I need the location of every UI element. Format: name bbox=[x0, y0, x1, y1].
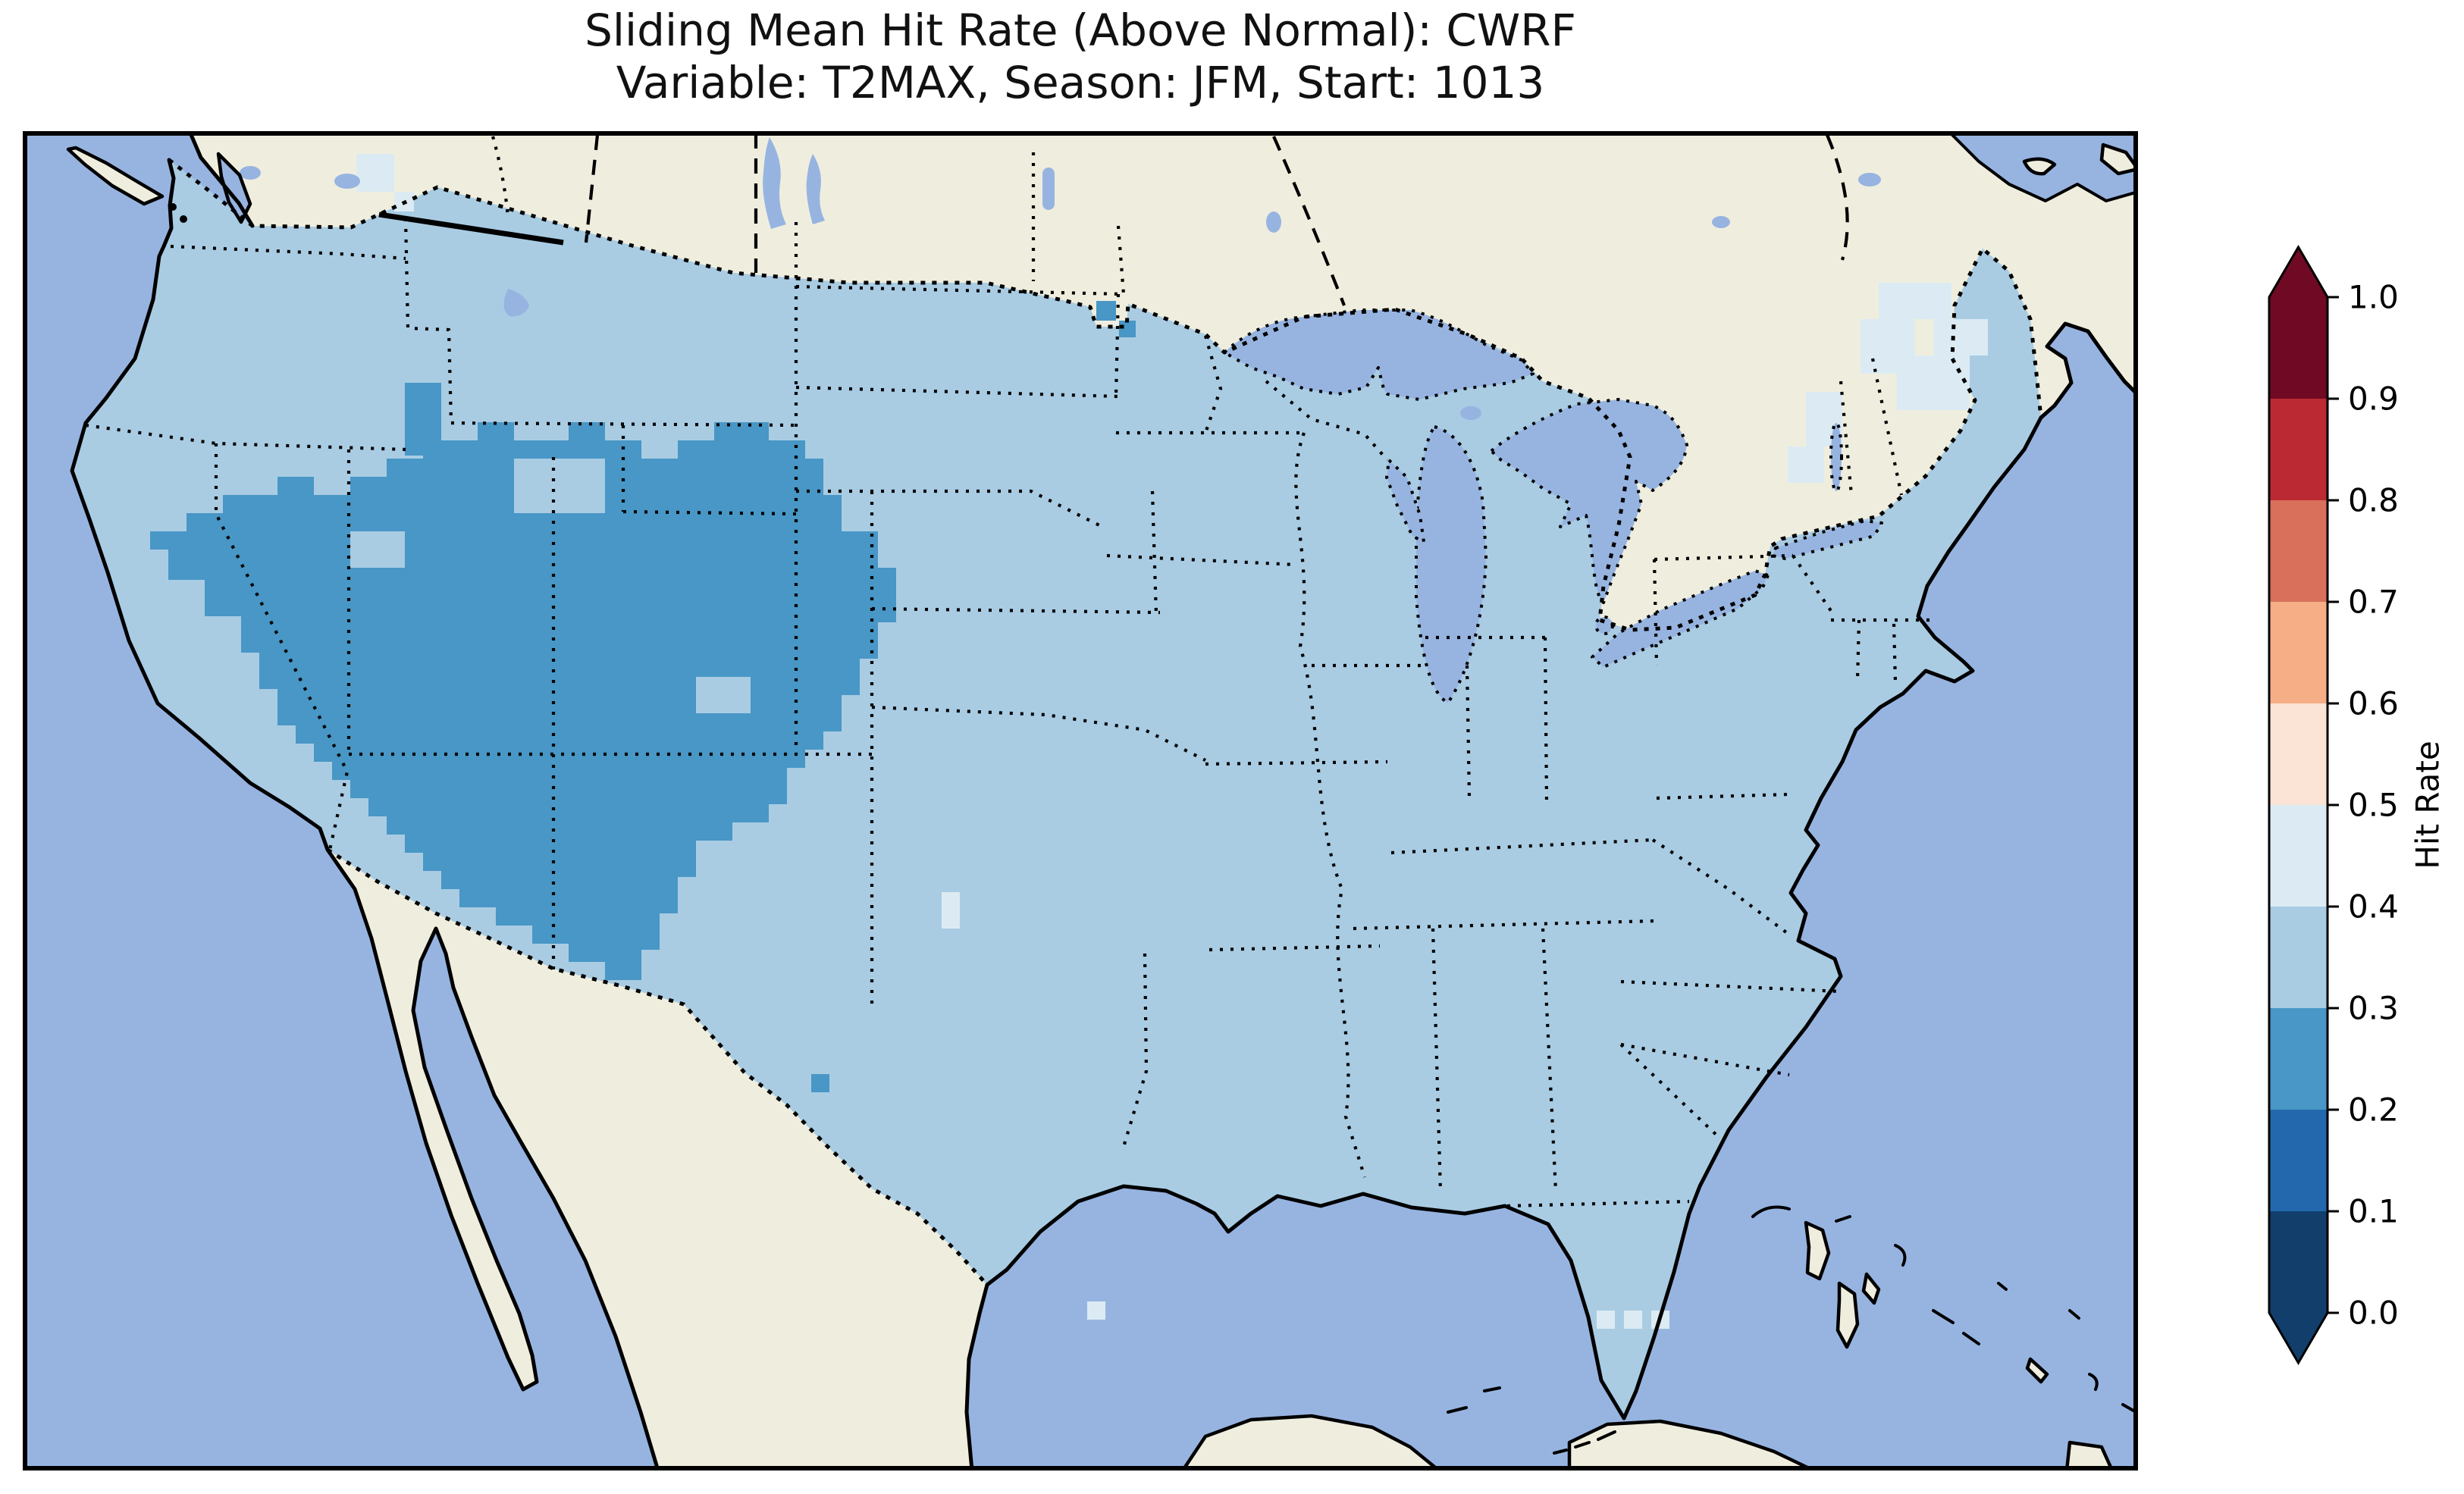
colorbar-tick-label: 0.8 bbox=[2348, 482, 2399, 519]
lake-superior bbox=[1223, 309, 1535, 401]
gulf-of-st-lawrence-coast bbox=[1947, 131, 2138, 202]
colorbar-tick-label: 0.1 bbox=[2348, 1193, 2399, 1230]
us-mexico-border bbox=[326, 847, 989, 1286]
new-brunswick-nova-scotia-coast bbox=[2039, 321, 2138, 420]
yucatan-islets bbox=[1447, 1386, 1501, 1414]
colorbar-bin bbox=[2269, 1110, 2328, 1211]
colorbar-over-arrow bbox=[2269, 247, 2328, 297]
lake-ontario bbox=[1771, 519, 1883, 560]
colorbar-bin bbox=[2269, 399, 2328, 500]
colorbar-tick-label: 0.4 bbox=[2348, 888, 2399, 926]
canadian-province-boundaries bbox=[491, 133, 1849, 306]
map-canvas bbox=[23, 131, 2138, 1471]
lake-champlain bbox=[1829, 421, 1843, 493]
hispaniola-island bbox=[2064, 1440, 2114, 1471]
colorbar-tick-label: 0.2 bbox=[2348, 1092, 2399, 1129]
lake-michigan bbox=[1415, 425, 1487, 704]
green-bay bbox=[1385, 459, 1425, 543]
colorbar-bin bbox=[2269, 602, 2328, 703]
prince-edward-island bbox=[2022, 157, 2057, 176]
pacific-coastline bbox=[70, 244, 660, 1471]
colorbar-bin bbox=[2269, 907, 2328, 1008]
colorbar-bin bbox=[2269, 1211, 2328, 1313]
colorbar: 1.0 0.9 0.8 0.7 0.6 0.5 0.4 0.3 0.2 0.1 0.0 Hit Rat… bbox=[2240, 227, 2464, 1410]
puget-sound bbox=[216, 152, 252, 224]
colorbar-under-arrow bbox=[2269, 1313, 2328, 1363]
international-borders bbox=[168, 158, 2043, 1286]
vancouver-island bbox=[66, 146, 165, 206]
colorbar-tick-label: 0.7 bbox=[2348, 584, 2399, 621]
figure-title: Sliding Mean Hit Rate (Above Normal): CW… bbox=[23, 5, 2138, 109]
canadian-lakes bbox=[240, 137, 1881, 420]
state-boundaries bbox=[85, 218, 1933, 1208]
colorbar-bin bbox=[2269, 703, 2328, 805]
lake-erie bbox=[1591, 569, 1770, 669]
axes-frame bbox=[23, 131, 2138, 1471]
colorbar-axis-label: Hit Rate bbox=[2409, 741, 2447, 869]
lake-huron bbox=[1490, 398, 1688, 604]
colorbar-tick-label: 0.6 bbox=[2348, 685, 2399, 722]
low-hit-rate-region-southwest bbox=[150, 301, 1136, 1092]
washington-strait-coast bbox=[161, 158, 176, 249]
us-canada-border-solid-segment bbox=[378, 211, 564, 246]
colorbar-bin bbox=[2269, 500, 2328, 602]
gulf-atlantic-coastline bbox=[985, 415, 2043, 1420]
newfoundland-fragment bbox=[2099, 143, 2138, 176]
mexican-gulf-coastline bbox=[964, 1283, 989, 1471]
map-axes bbox=[23, 131, 2138, 1471]
british-columbia-coast bbox=[187, 131, 255, 228]
pale-hit-rate-cells bbox=[356, 154, 1988, 1329]
colorbar-bin bbox=[2269, 805, 2328, 907]
title-line-2: Variable: T2MAX, Season: JFM, Start: 101… bbox=[616, 57, 1545, 108]
san-juan-islet-2 bbox=[180, 215, 187, 223]
colorbar-bin bbox=[2269, 297, 2328, 399]
coastlines bbox=[70, 131, 2138, 1471]
colorbar-canvas: 1.0 0.9 0.8 0.7 0.6 0.5 0.4 0.3 0.2 0.1 0.0 Hit Rat… bbox=[2268, 245, 2447, 1365]
great-lakes bbox=[1223, 309, 1883, 704]
lake-st-clair bbox=[1594, 615, 1614, 635]
colorbar-tick-label: 1.0 bbox=[2348, 279, 2399, 316]
colorbar-tick-label: 0.0 bbox=[2348, 1295, 2399, 1332]
colorbar-tick-label: 0.5 bbox=[2348, 787, 2399, 824]
colorbar-bin bbox=[2269, 1008, 2328, 1110]
colorbar-tick-label: 0.9 bbox=[2348, 381, 2399, 418]
colorbar-tick-label: 0.3 bbox=[2348, 990, 2399, 1027]
florida-keys bbox=[1553, 1430, 1616, 1455]
title-line-1: Sliding Mean Hit Rate (Above Normal): CW… bbox=[585, 5, 1576, 56]
bahamas-islands bbox=[1751, 1205, 2135, 1412]
